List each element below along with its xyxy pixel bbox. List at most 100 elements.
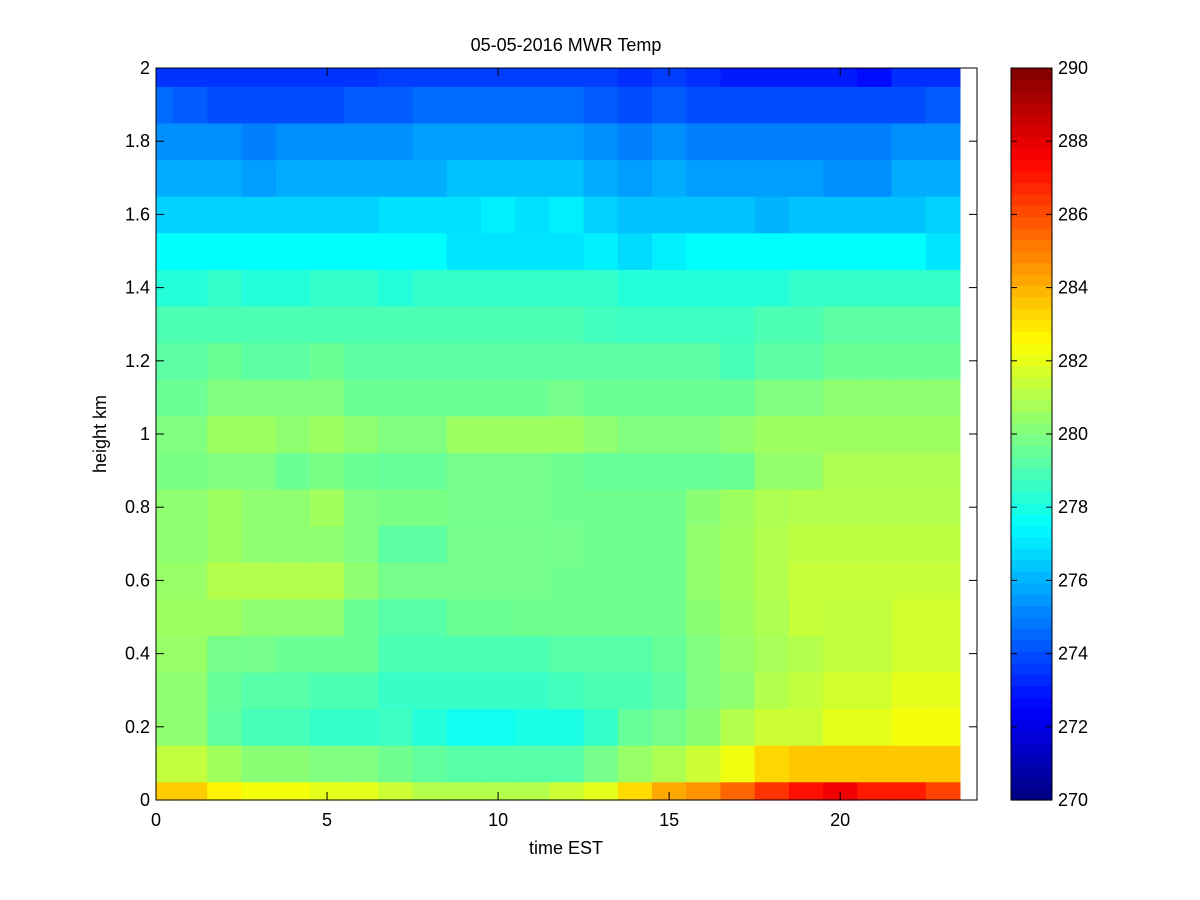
heatmap-cell [788,68,824,87]
colorbar-swatch [1011,399,1052,412]
heatmap-cell [309,68,345,87]
heatmap-cell [515,598,550,636]
heatmap-cell [788,452,824,490]
heatmap-cell [378,122,414,161]
heatmap-cell [446,525,482,563]
colorbar-swatch [1011,754,1052,767]
heatmap-cell [446,122,482,161]
heatmap-cell [173,68,208,87]
colorbar-swatch [1011,296,1052,309]
heatmap-cell [617,305,653,344]
heatmap-cell [207,122,243,161]
heatmap-cell [241,379,277,417]
heatmap-cell [925,342,961,380]
heatmap-cell [173,635,208,673]
colorbar-swatch [1011,628,1052,641]
heatmap-cell [344,745,379,783]
colorbar-swatch [1011,90,1052,103]
heatmap-cell [857,745,893,783]
heatmap-cell [686,488,722,527]
heatmap-cell [891,86,927,124]
heatmap-cell [788,708,824,746]
heatmap-cell [686,415,722,453]
heatmap-cell [686,635,722,673]
heatmap-cell [412,68,448,87]
heatmap-cell [583,159,619,197]
heatmap-cell [583,598,619,636]
heatmap-cell [480,305,516,344]
heatmap-cell [652,415,687,453]
heatmap-cell [309,342,345,380]
heatmap-cell [754,415,790,453]
heatmap-cell [891,232,927,270]
heatmap-cell [857,671,893,710]
heatmap-cell [344,781,379,801]
heatmap-cell [686,68,722,87]
heatmap-cell [925,86,961,124]
heatmap-cell [583,452,619,490]
colorbar-tick-label: 274 [1058,644,1088,664]
heatmap-cell [241,562,277,600]
heatmap-cell [156,635,174,673]
heatmap-cell [652,452,687,490]
heatmap-cell [686,781,722,801]
heatmap-cell [515,342,550,380]
heatmap-cell [515,452,550,490]
heatmap-cell [344,269,379,307]
colorbar-swatch [1011,742,1052,755]
heatmap-cell [617,232,653,270]
heatmap-cell [207,68,243,87]
heatmap-cell [156,342,174,380]
heatmap-cell [617,745,653,783]
heatmap-cell [583,269,619,307]
heatmap-cell [686,745,722,783]
heatmap-cell [207,305,243,344]
heatmap-cell [823,159,858,197]
heatmap-cell [515,781,550,801]
heatmap-cell [241,232,277,270]
heatmap-cell [823,122,858,161]
heatmap-cell [720,305,756,344]
colorbar-swatch [1011,205,1052,218]
heatmap-cell [549,269,585,307]
heatmap-cell [925,452,961,490]
heatmap-cell [891,452,927,490]
heatmap-cell [207,635,243,673]
colorbar-swatch [1011,331,1052,344]
colorbar-swatch [1011,422,1052,435]
heatmap-cell [788,232,824,270]
heatmap-cell [344,415,379,453]
heatmap-cell [173,488,208,527]
colorbar-swatch [1011,434,1052,447]
heatmap-cell [173,781,208,801]
heatmap-cell [309,488,345,527]
heatmap-cell [617,122,653,161]
heatmap-cell [378,708,414,746]
heatmap-cell [241,159,277,197]
heatmap-cell [857,635,893,673]
heatmap-cell [823,379,858,417]
colorbar-swatch [1011,170,1052,183]
heatmap-cell [857,488,893,527]
heatmap-cell [412,415,448,453]
heatmap-cell [823,269,858,307]
heatmap-cell [207,525,243,563]
heatmap-cell [583,415,619,453]
heatmap-cell [173,708,208,746]
heatmap-cell [446,598,482,636]
heatmap-cell [857,122,893,161]
heatmap-cells [156,68,961,801]
heatmap-cell [344,635,379,673]
y-tick-label: 2 [140,58,150,78]
heatmap-cell [241,452,277,490]
heatmap-cell [617,488,653,527]
heatmap-cell [275,781,311,801]
heatmap-cell [241,781,277,801]
heatmap-cell [446,305,482,344]
heatmap-cell [891,488,927,527]
colorbar-swatch [1011,285,1052,298]
heatmap-cell [857,342,893,380]
heatmap-cell [823,342,858,380]
heatmap-cell [857,415,893,453]
heatmap-cell [583,525,619,563]
